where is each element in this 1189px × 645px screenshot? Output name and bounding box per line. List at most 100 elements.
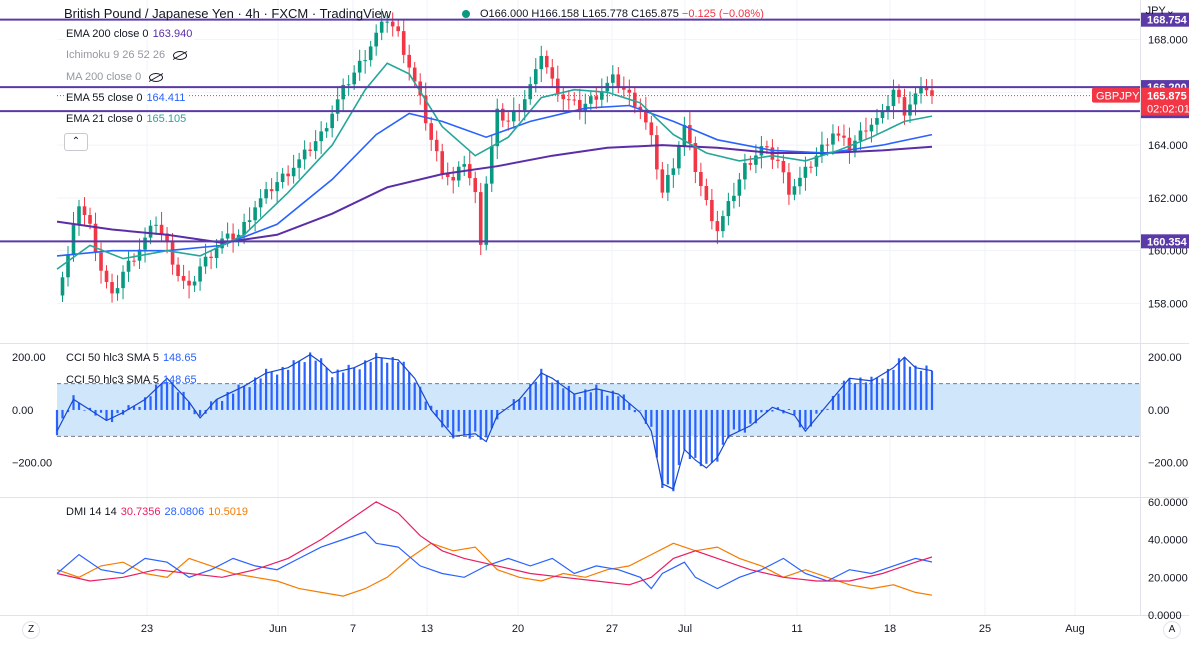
candle-body	[710, 199, 714, 222]
candle-body	[544, 55, 549, 68]
candle-body	[781, 160, 786, 173]
candle-body	[159, 224, 164, 234]
legend-ema200[interactable]: EMA 200 close 0 163.940	[64, 28, 195, 40]
currency-label: JPY	[1145, 5, 1166, 17]
chart-title: British Pound / Japanese Yen · 4h · FXCM…	[64, 6, 392, 21]
level-price-tag	[1141, 12, 1189, 27]
candle-body	[440, 151, 445, 174]
currency-selector[interactable]: JPY⌄	[1145, 5, 1175, 17]
candle-body	[671, 168, 676, 175]
candle-body	[203, 256, 208, 267]
level-price-label: 168.754	[1147, 15, 1188, 27]
legend-dmi[interactable]: DMI 14 14 30.7356 28.0806 10.5019	[64, 506, 251, 518]
candle-body	[649, 122, 654, 136]
candle-body	[66, 254, 70, 278]
candle-body	[99, 252, 103, 271]
candle-body	[71, 224, 76, 255]
candle-body	[699, 172, 703, 187]
candle-body	[423, 95, 428, 124]
candle-body	[748, 163, 753, 165]
cci-pane[interactable]	[55, 352, 1140, 492]
candle-body	[875, 118, 879, 125]
candle-body	[589, 96, 593, 104]
legend-cci[interactable]: CCI 50 hlc3 SMA 5 148.65	[64, 352, 199, 364]
ema200-line	[56, 144, 933, 244]
collapse-legend-button[interactable]: ⌃	[64, 133, 88, 151]
candle-body	[462, 164, 467, 167]
candle-body	[825, 144, 830, 146]
candle-body	[225, 233, 230, 239]
legend-ichimoku[interactable]: Ichimoku 9 26 52 26	[64, 49, 190, 61]
candle-body	[192, 281, 197, 286]
candle-body	[831, 133, 835, 145]
candle-body	[275, 182, 279, 192]
candle-body	[330, 113, 334, 129]
candle-body	[511, 110, 516, 122]
candle-body	[335, 99, 340, 114]
candle-body	[385, 21, 389, 23]
candle-body	[715, 221, 720, 232]
candle-body	[633, 92, 637, 107]
legend-ema55[interactable]: EMA 55 close 0 164.411	[64, 92, 188, 104]
candle-body	[902, 97, 907, 116]
auto-scale-icon[interactable]: A	[1163, 621, 1181, 639]
dmi-pane[interactable]	[56, 501, 933, 597]
dmi-axis-label: 0.0000	[1148, 610, 1182, 622]
candle-body	[489, 146, 494, 184]
price-pane[interactable]	[0, 8, 1140, 303]
candle-body	[869, 124, 874, 132]
candle-body	[688, 125, 692, 144]
price-tick-label: 164.000	[1148, 140, 1188, 152]
candle-body	[165, 233, 169, 243]
candle-body	[798, 177, 802, 187]
legend-cci-ma[interactable]: CCI 50 hlc3 SMA 5 148.65	[66, 374, 197, 386]
hidden-eye-icon[interactable]	[149, 72, 164, 82]
candle-body	[93, 223, 98, 253]
candle-body	[181, 275, 186, 281]
candle-body	[566, 99, 571, 101]
candle-body	[853, 140, 857, 151]
legend-ma200[interactable]: MA 200 close 0	[64, 71, 166, 83]
candle-body	[352, 72, 356, 85]
candle-body	[104, 270, 109, 283]
candle-body	[886, 106, 890, 112]
candle-body	[522, 99, 527, 111]
candle-body	[726, 201, 731, 217]
candle-body	[308, 149, 312, 151]
level-price-tag	[1141, 234, 1189, 249]
market-open-icon	[462, 10, 470, 19]
candle-body	[214, 248, 219, 259]
chevron-up-icon: ⌃	[71, 136, 81, 147]
candle-body	[401, 31, 406, 55]
candle-body	[495, 108, 500, 147]
candle-body	[110, 282, 114, 294]
candle-body	[434, 139, 439, 152]
candle-body	[126, 260, 131, 272]
candle-body	[484, 183, 489, 245]
candle-body	[897, 89, 901, 98]
candle-body	[577, 99, 582, 112]
zoom-icon[interactable]: Z	[22, 621, 40, 639]
candle-body	[627, 89, 632, 93]
candle-body	[60, 277, 65, 296]
candle-body	[143, 237, 147, 250]
hidden-eye-icon[interactable]	[173, 50, 188, 60]
candle-body	[379, 21, 384, 33]
candle-body	[412, 67, 417, 82]
candle-body	[88, 215, 92, 224]
bar-countdown-label: 02:02:01	[1147, 104, 1189, 116]
candle-body	[908, 104, 912, 116]
candle-body	[418, 81, 423, 96]
candle-body	[242, 221, 246, 235]
candle-body	[258, 198, 263, 208]
last-price-label: 165.875	[1147, 91, 1187, 103]
candle-body	[539, 55, 544, 70]
legend-ema21[interactable]: EMA 21 close 0 165.105	[64, 113, 189, 125]
candle-body	[368, 46, 373, 61]
price-tick-label: 158.000	[1148, 298, 1188, 310]
candle-body	[743, 163, 747, 180]
candle-body	[302, 149, 307, 160]
time-tick-label: Jun	[269, 623, 287, 635]
candle-body	[930, 90, 934, 96]
